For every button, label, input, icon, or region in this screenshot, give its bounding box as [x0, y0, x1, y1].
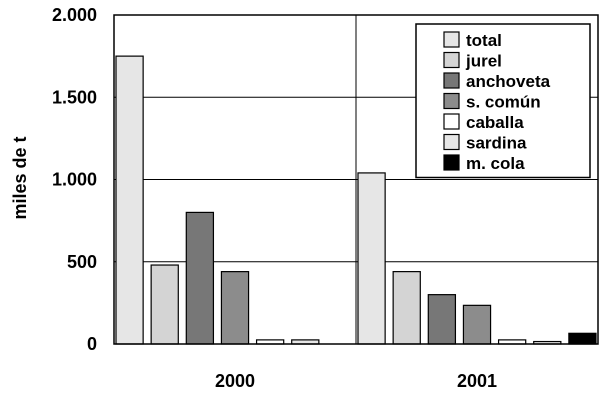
legend-label: total	[466, 31, 502, 50]
y-axis-label: miles de t	[10, 136, 30, 219]
plot-area-frame	[113, 14, 599, 345]
legend-swatch	[443, 133, 460, 151]
bar-anchoveta-2000	[185, 211, 215, 345]
bar-anchoveta-2001	[427, 294, 457, 345]
y-tick-label: 0	[87, 334, 97, 354]
legend-swatch	[443, 92, 460, 110]
y-tick-label: 500	[67, 252, 97, 272]
bar-s-com-n-2001	[462, 304, 492, 345]
y-tick-label: 1.000	[52, 170, 97, 190]
y-axis-ticks: 0 500 1.000 1.500 2.000	[52, 5, 97, 354]
legend-label: jurel	[465, 52, 502, 71]
legend-label: sardina	[466, 134, 527, 153]
y-tick-label: 2.000	[52, 5, 97, 25]
legend-label: anchoveta	[466, 72, 551, 91]
x-tick-label: 2000	[215, 371, 255, 391]
legend-swatch	[443, 72, 460, 89]
x-tick-label: 2001	[457, 371, 497, 391]
bar-jurel-2000	[150, 264, 179, 345]
legend-swatch	[443, 113, 460, 130]
legend-label: m. cola	[466, 154, 525, 173]
y-tick-label: 1.500	[52, 87, 97, 107]
bar-m-cola-2001	[568, 332, 597, 345]
bar-total-2000	[115, 55, 144, 345]
legend-label: caballa	[466, 113, 524, 132]
bar-jurel-2001	[392, 271, 421, 345]
legend-swatch	[443, 51, 460, 69]
legend-swatch	[443, 31, 460, 48]
bar-total-2001	[357, 172, 386, 345]
x-axis-ticks: 2000 2001	[215, 371, 497, 391]
legend-swatch	[443, 154, 460, 171]
bar-s-com-n-2000	[220, 271, 250, 345]
legend-label: s. común	[466, 93, 541, 112]
